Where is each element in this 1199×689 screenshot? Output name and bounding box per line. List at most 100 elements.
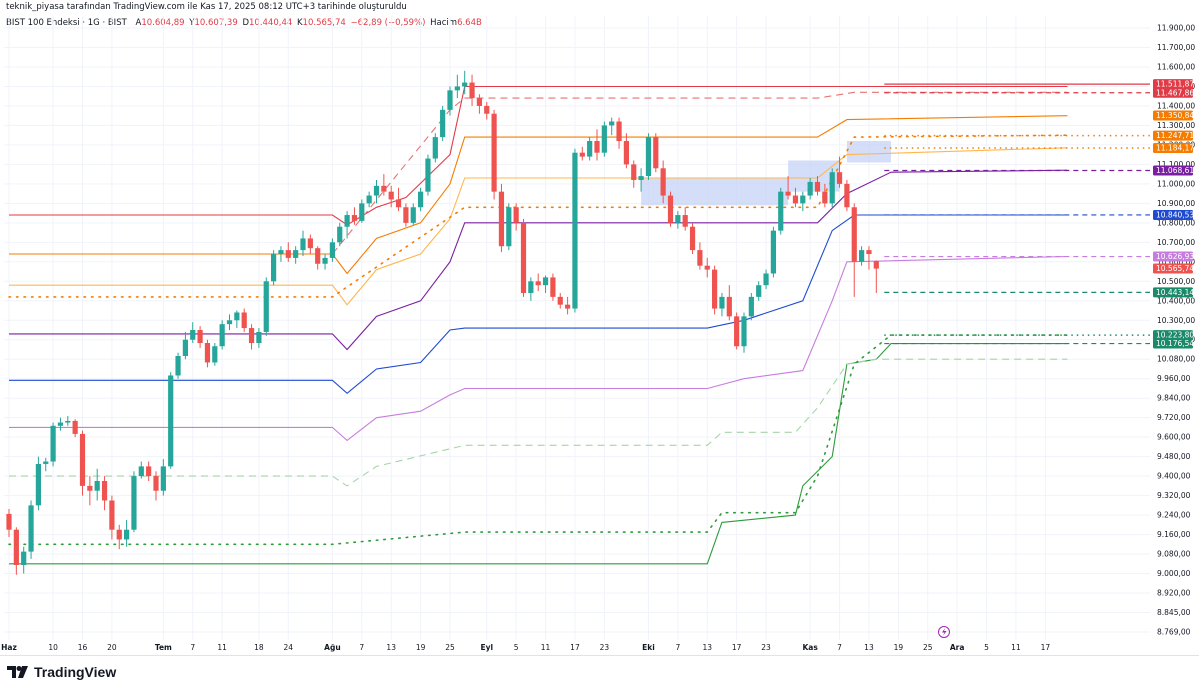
candle[interactable] [388,185,394,208]
candle[interactable] [741,312,747,353]
candle[interactable] [322,254,328,270]
candle[interactable] [712,265,718,315]
candle[interactable] [572,148,578,313]
candle[interactable] [491,109,497,200]
candle[interactable] [763,269,769,290]
candle[interactable] [506,203,512,251]
candle[interactable] [21,546,27,574]
candle[interactable] [638,168,644,192]
candle[interactable] [645,133,652,180]
candle[interactable] [109,495,115,540]
candle[interactable] [550,273,556,301]
candle[interactable] [13,527,19,575]
candle[interactable] [72,419,78,438]
candle[interactable] [822,183,828,208]
candle[interactable] [138,461,144,479]
candle[interactable] [293,246,299,264]
price-axis[interactable]: 11.900,0011.700,0011.600,0011.500,0011.4… [1157,24,1195,637]
candle[interactable] [579,146,585,161]
candle[interactable] [851,203,857,297]
candle[interactable] [403,203,409,227]
candle[interactable] [432,133,438,163]
candle[interactable] [484,102,490,120]
candle[interactable] [778,187,784,235]
candle[interactable] [271,250,277,286]
candle[interactable] [697,242,703,270]
candle[interactable] [660,160,666,204]
candle[interactable] [866,246,872,270]
candle[interactable] [373,179,380,204]
candle[interactable] [528,277,534,301]
candle[interactable] [219,320,225,350]
candle[interactable] [447,86,453,116]
candle[interactable] [520,218,527,297]
candle[interactable] [785,176,791,200]
candle[interactable] [94,468,100,501]
candle[interactable] [43,457,49,472]
candle[interactable] [307,234,313,255]
candle[interactable] [675,211,681,229]
candle[interactable] [153,471,159,501]
candle[interactable] [329,238,335,262]
candle[interactable] [814,176,821,196]
candle[interactable] [734,312,740,350]
candle[interactable] [131,471,137,533]
candle[interactable] [800,191,806,212]
candle[interactable] [689,222,696,255]
candle[interactable] [197,326,203,348]
candle[interactable] [315,246,321,270]
candle[interactable] [285,242,291,262]
candle[interactable] [28,500,34,559]
candle[interactable] [873,260,879,293]
candle[interactable] [836,156,843,188]
candle[interactable] [248,324,255,350]
candle[interactable] [704,257,710,278]
candle[interactable] [829,168,835,208]
candle[interactable] [631,160,637,188]
candle[interactable] [807,178,813,200]
candle[interactable] [792,187,799,208]
candles[interactable] [6,70,879,575]
candle[interactable] [410,203,416,225]
candle[interactable] [175,352,181,379]
candle[interactable] [616,117,622,149]
candle[interactable] [425,154,431,196]
candle[interactable] [557,292,563,309]
candle[interactable] [609,117,615,136]
candle[interactable] [859,246,865,266]
candle[interactable] [395,187,402,212]
candle[interactable] [476,94,482,114]
candle[interactable] [601,121,607,157]
candle[interactable] [565,296,571,315]
candle[interactable] [653,133,659,173]
candle[interactable] [6,509,12,538]
candle[interactable] [160,459,166,496]
candle[interactable] [79,430,86,496]
candle[interactable] [65,416,71,426]
candle[interactable] [87,476,93,506]
candle[interactable] [594,129,600,161]
candle[interactable] [623,133,629,169]
candle[interactable] [770,226,776,278]
candle[interactable] [587,137,593,161]
candle[interactable] [182,331,188,360]
candle[interactable] [359,199,365,223]
candle[interactable] [50,422,56,467]
candle[interactable] [381,174,387,196]
candle[interactable] [190,322,196,343]
candle[interactable] [337,222,343,247]
candle[interactable] [667,191,674,227]
candle[interactable] [57,417,64,431]
candle[interactable] [726,285,732,321]
candle[interactable] [756,281,762,301]
candle[interactable] [535,273,541,292]
candle[interactable] [116,524,122,550]
candle[interactable] [462,70,468,95]
candle[interactable] [469,74,475,106]
candle[interactable] [226,314,233,330]
candle[interactable] [35,456,41,511]
candle[interactable] [241,308,247,332]
candle[interactable] [204,339,211,368]
candle[interactable] [748,292,754,321]
candle[interactable] [101,476,108,511]
